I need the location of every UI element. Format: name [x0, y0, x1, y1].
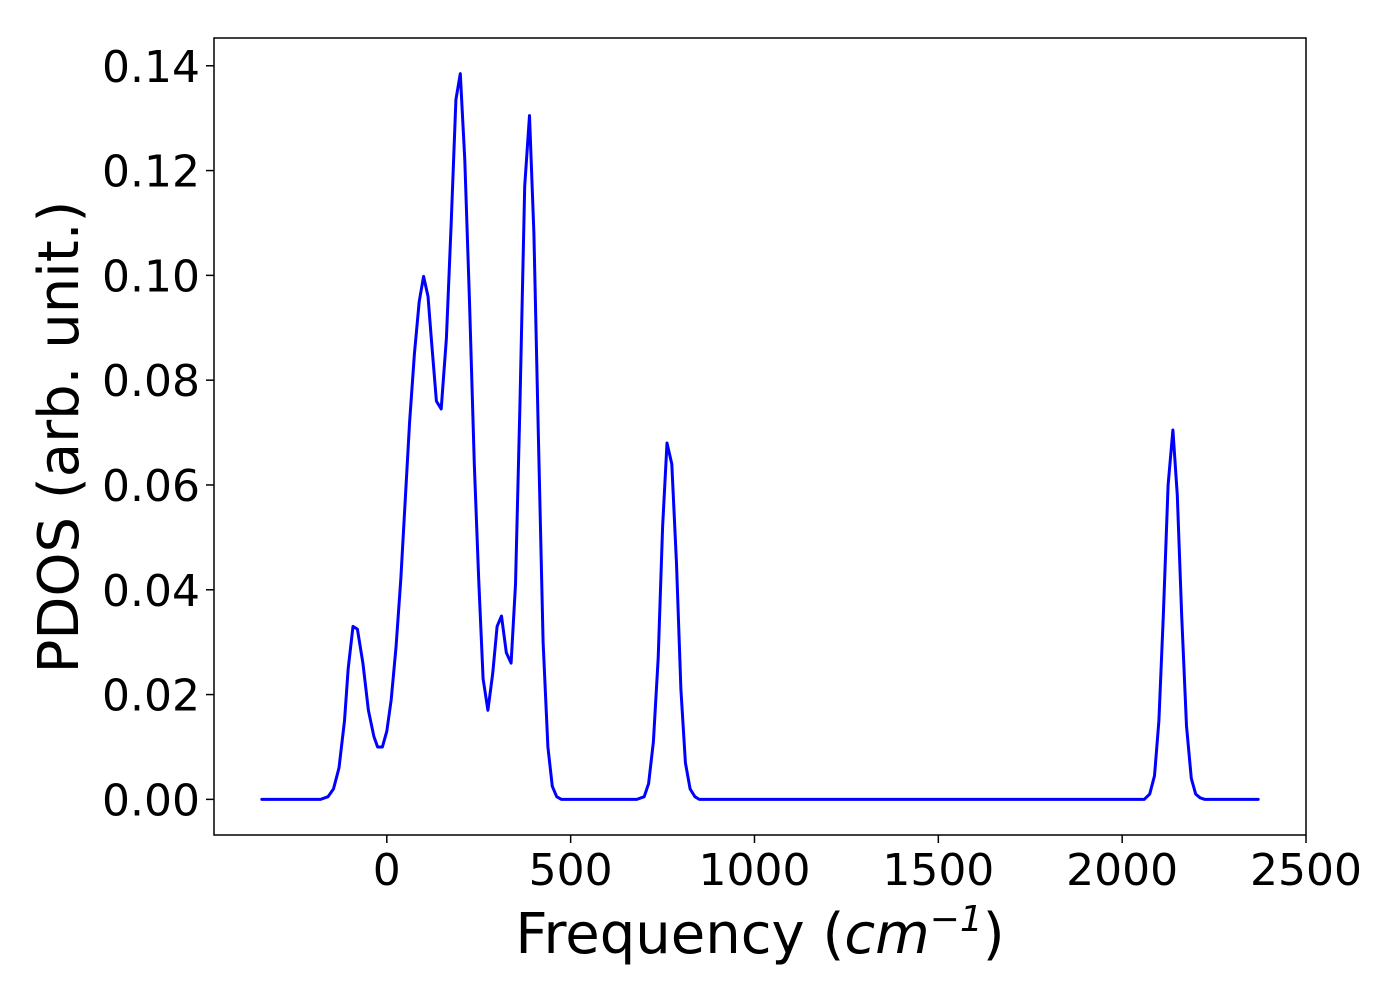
y-tick-label: 0.12 — [102, 147, 200, 198]
x-tick-label: 1500 — [882, 845, 994, 896]
x-tick-label: 1000 — [698, 845, 810, 896]
x-axis: 0 500 1000 1500 2000 2500 — [373, 835, 1362, 896]
y-tick-label: 0.02 — [102, 671, 200, 722]
y-tick-label: 0.10 — [102, 251, 200, 302]
y-axis-label: PDOS (arb. unit.) — [27, 201, 92, 674]
x-tick-label: 0 — [373, 845, 401, 896]
y-tick-label: 0.14 — [102, 42, 200, 93]
y-axis: 0.00 0.02 0.04 0.06 0.08 0.10 0.12 0.14 — [102, 42, 214, 826]
x-tick-label: 2500 — [1250, 845, 1362, 896]
y-tick-label: 0.06 — [102, 461, 200, 512]
x-tick-label: 2000 — [1066, 845, 1178, 896]
y-tick-label: 0.04 — [102, 566, 200, 617]
plot-area — [213, 37, 1307, 836]
series-line — [260, 72, 1260, 801]
y-tick-label: 0.00 — [102, 775, 200, 826]
x-axis-label: Frequency (cm−1) — [515, 899, 1004, 967]
x-tick-label: 500 — [529, 845, 613, 896]
y-tick-label: 0.08 — [102, 356, 200, 407]
